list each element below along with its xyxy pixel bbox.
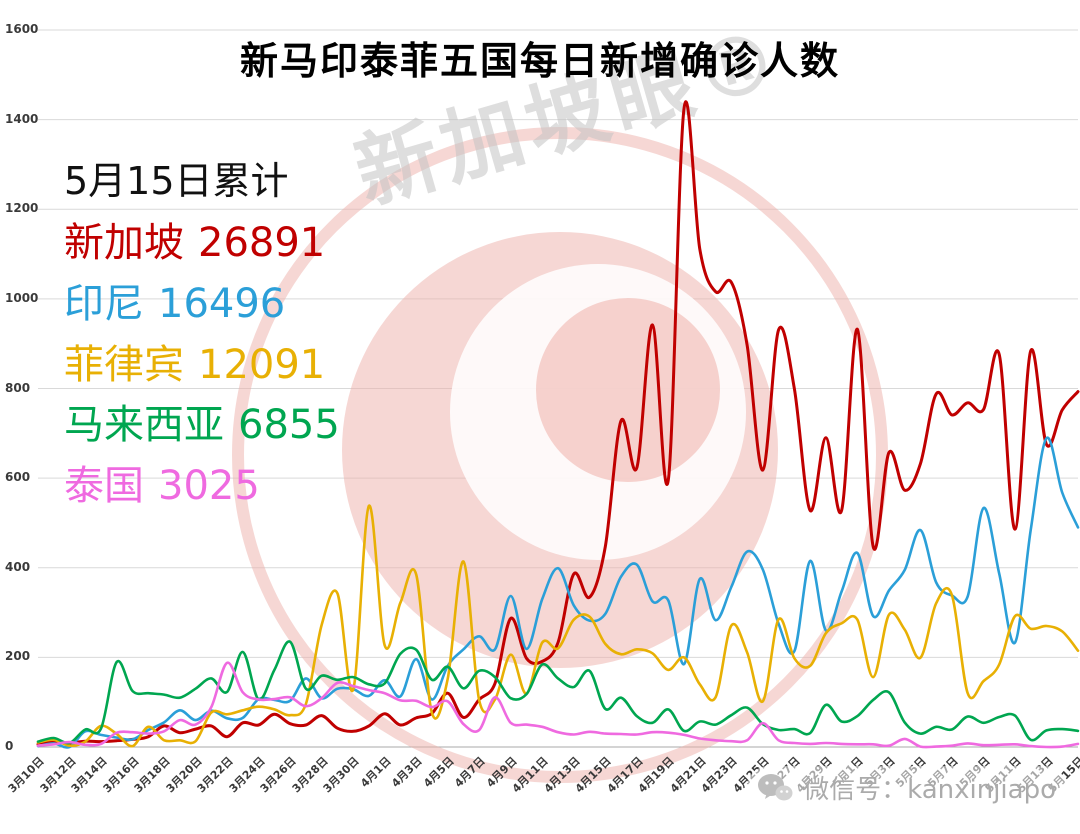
summary-item-label: 马来西亚 <box>64 402 224 449</box>
series-line-thailand <box>36 661 1080 749</box>
y-tick-label: 1000 <box>5 290 39 305</box>
summary-item-value: 16496 <box>158 280 286 327</box>
summary-item-label: 印尼 <box>64 280 144 327</box>
series-line-malaysia <box>36 640 1080 745</box>
y-tick-label: 1200 <box>5 201 39 216</box>
summary-item-value: 12091 <box>198 341 326 388</box>
series-line-philippines <box>36 504 1080 748</box>
series-line-singapore <box>36 100 1080 746</box>
summary-item-label: 新加坡 <box>64 220 184 266</box>
y-tick-label: 1400 <box>5 111 39 126</box>
summary-item-label: 泰国 <box>64 463 144 510</box>
y-tick-label: 800 <box>5 380 31 395</box>
summary-item-value: 26891 <box>198 220 326 266</box>
y-tick-label: 0 <box>5 739 14 753</box>
summary-heading: 5月15日累计 <box>64 159 289 203</box>
wechat-footer: 微信号：kanxinjiapo <box>747 766 1066 809</box>
summary-item-value: 3025 <box>158 463 260 510</box>
summary-item-singapore: 新加坡 26891 <box>64 213 340 274</box>
wechat-label: 微信号：kanxinjiapo <box>803 775 1056 805</box>
y-tick-label: 600 <box>5 470 31 485</box>
y-tick-label: 1600 <box>5 22 39 36</box>
summary-item-indonesia: 印尼 16496 <box>64 274 340 335</box>
summary-panel: 5月15日累计 新加坡 26891 印尼 16496 菲律宾 12091 马来西亚 68… <box>64 150 340 517</box>
summary-item-philippines: 菲律宾 12091 <box>64 335 340 396</box>
y-tick-label: 200 <box>5 649 31 664</box>
chart-title: 新马印泰菲五国每日新增确诊人数 <box>239 39 840 83</box>
wechat-icon <box>758 773 793 800</box>
summary-item-label: 菲律宾 <box>64 341 184 388</box>
summary-item-value: 6855 <box>238 402 340 449</box>
summary-item-malaysia: 马来西亚 6855 <box>64 395 340 456</box>
y-tick-label: 400 <box>5 559 31 574</box>
summary-item-thailand: 泰国 3025 <box>64 456 340 517</box>
